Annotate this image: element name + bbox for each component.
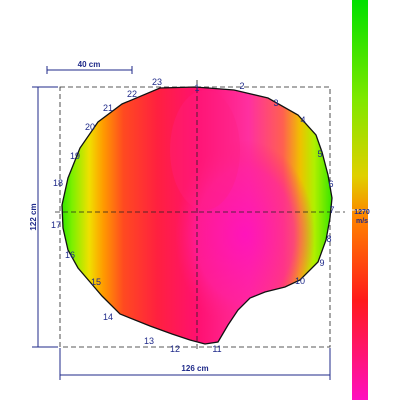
color-scale: 1270 m/s <box>348 0 372 400</box>
point-label: 12 <box>170 344 180 354</box>
point-label: 2 <box>239 81 244 91</box>
point-label: 3 <box>273 98 278 108</box>
center-crosshair <box>55 80 345 350</box>
point-label: 14 <box>103 312 113 322</box>
point-label: 11 <box>212 344 221 354</box>
height-dimension: 122 cm <box>29 86 58 348</box>
scale-bar: 40 cm <box>46 60 133 74</box>
point-label: 13 <box>144 336 154 346</box>
point-label: 4 <box>300 115 305 125</box>
width-dimension: 126 cm <box>59 348 331 380</box>
scale-value: 1270 <box>354 209 370 216</box>
point-label: 1 <box>194 83 199 93</box>
point-label: 6 <box>328 179 333 189</box>
point-label: 5 <box>317 149 322 159</box>
width-label: 126 cm <box>181 364 208 373</box>
point-label: 17 <box>51 220 61 230</box>
point-label: 9 <box>319 258 324 268</box>
point-label: 18 <box>53 178 63 188</box>
point-label: 23 <box>152 77 162 87</box>
color-scale-bar <box>352 0 368 400</box>
height-label: 122 cm <box>29 203 38 230</box>
sensor-labels: 1 2 3 4 5 6 7 8 9 10 11 12 13 14 15 16 1… <box>51 77 335 354</box>
scale-bar-label: 40 cm <box>78 60 101 69</box>
stem-outline <box>61 86 333 345</box>
point-label: 16 <box>65 250 75 260</box>
point-label: 7 <box>329 205 334 215</box>
point-label: 8 <box>326 234 331 244</box>
point-label: 22 <box>127 89 137 99</box>
scale-unit: m/s <box>356 218 368 225</box>
point-label: 21 <box>103 103 113 113</box>
point-label: 10 <box>295 276 305 286</box>
point-label: 15 <box>91 277 101 287</box>
point-label: 19 <box>70 151 80 161</box>
point-label: 20 <box>85 122 95 132</box>
velocity-map <box>62 87 332 344</box>
